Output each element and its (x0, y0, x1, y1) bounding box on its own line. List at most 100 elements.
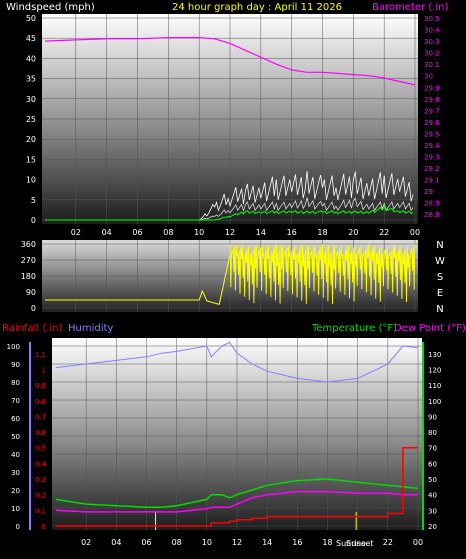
barometer-tick-label: 30.1 (424, 61, 440, 69)
barometer-tick-label: 30.4 (424, 27, 440, 35)
wind-tick-label: 45 (26, 34, 36, 43)
compass-label: N (436, 304, 443, 315)
time-tick-label: 14 (256, 228, 266, 237)
rain-tick-label: 0.6 (35, 429, 47, 437)
time-tick-label: 22 (383, 538, 393, 547)
barometer-tick-label: 29.4 (424, 142, 440, 150)
barometer-line (44, 37, 416, 86)
barometer-tick-label: 30.3 (424, 38, 440, 46)
barometer-tick-label: 30 (424, 73, 433, 81)
time-tick-label: 18 (322, 538, 332, 547)
temperature-tick-label: 40 (428, 492, 437, 500)
humidity-tick-label: 0 (16, 523, 20, 531)
humidity-tick-label: 80 (11, 379, 20, 387)
rainfall-line (56, 446, 418, 527)
humidity-tick-label: 60 (11, 415, 20, 423)
barometer-tick-label: 29.8 (424, 96, 440, 104)
compass-label: N (436, 240, 443, 251)
temperature-tick-label: 110 (428, 382, 441, 390)
barometer-tick-label: 29.9 (424, 84, 440, 92)
time-tick-label: 04 (111, 538, 121, 547)
humidity-tick-label: 20 (11, 487, 20, 495)
rainfall-axis-title: Rainfall (.in) (2, 323, 63, 334)
direction-tick-label: 90 (26, 288, 36, 297)
rain-tick-label: 0.3 (35, 476, 46, 484)
compass-label: S (437, 272, 443, 283)
humidity-tick-label: 30 (11, 469, 20, 477)
time-tick-label: 04 (102, 228, 112, 237)
humidity-axis-title: Humidity (68, 323, 113, 334)
temperature-tick-label: 130 (428, 351, 441, 359)
wind-tick-label: 50 (26, 14, 36, 23)
dewpoint-axis-title: Dew Point (°F) (394, 323, 466, 334)
barometer-tick-label: 29.5 (424, 130, 440, 138)
time-tick-label: 08 (172, 538, 182, 547)
barometer-tick-label: 29.3 (424, 154, 440, 162)
temperature-tick-label: 100 (428, 398, 441, 406)
time-tick-label: 22 (379, 228, 389, 237)
temperature-tick-label: 70 (428, 445, 437, 453)
humidity-line (55, 341, 419, 383)
rain-tick-label: 0.1 (35, 507, 46, 515)
wind-tick-label: 30 (26, 95, 36, 104)
wind-avg-line (45, 205, 414, 221)
time-tick-label: 00 (413, 538, 423, 547)
time-tick-label: 20 (348, 228, 358, 237)
barometer-tick-label: 30.2 (424, 50, 440, 58)
rain-tick-label: 0.2 (35, 492, 46, 500)
humidity-tick-label: 90 (11, 361, 20, 369)
barometer-tick-label: 28.9 (424, 200, 440, 208)
direction-line-variable (229, 243, 416, 305)
humidity-tick-label: 100 (7, 343, 20, 351)
time-tick-label: 02 (81, 538, 91, 547)
wind-barometer-panel: 0 5 10 15 20 25 30 35 40 45 50 28.8 28.9 29 29.1 29.2 2… (6, 2, 448, 237)
time-tick-label: 08 (163, 228, 173, 237)
humidity-tick-label: 70 (11, 397, 20, 405)
rain-tick-label: 0.7 (35, 413, 46, 421)
sunset-label: Sunset (346, 539, 373, 548)
time-tick-label: 00 (410, 228, 420, 237)
time-tick-label: 12 (232, 538, 242, 547)
time-tick-label: 10 (202, 538, 212, 547)
temperature-line (55, 478, 419, 508)
temperature-tick-label: 120 (428, 366, 441, 374)
time-tick-label: 06 (141, 538, 151, 547)
humidity-tick-label: 50 (11, 433, 20, 441)
direction-tick-label: 180 (21, 272, 36, 281)
time-tick-label: 16 (287, 228, 297, 237)
barometer-axis-title: Barometer (.in) (372, 2, 448, 13)
direction-line-calm (45, 254, 231, 306)
rain-tick-label: 0.4 (35, 460, 47, 468)
sunrise-label: Sunrise (336, 539, 366, 548)
wind-tick-label: 25 (26, 115, 36, 124)
wind-tick-label: 10 (26, 176, 36, 185)
barometer-tick-label: 29.7 (424, 107, 440, 115)
rain-tick-label: 1 (42, 366, 46, 374)
wind-tick-label: 35 (26, 75, 36, 84)
temperature-tick-label: 80 (428, 429, 437, 437)
barometer-tick-label: 30.5 (424, 15, 440, 23)
graph-title: 24 hour graph day : April 11 2026 (172, 2, 342, 13)
wind-tick-label: 15 (26, 155, 36, 164)
time-tick-label: 12 (225, 228, 235, 237)
barometer-tick-label: 29 (424, 188, 433, 196)
barometer-tick-label: 29.1 (424, 177, 440, 185)
rain-tick-label: 0.9 (35, 382, 46, 390)
time-tick-label: 14 (262, 538, 272, 547)
compass-label: E (437, 288, 443, 299)
rain-tick-label: 0 (42, 523, 46, 531)
rain-tick-label: 0.5 (35, 445, 46, 453)
rain-tick-label: 1.1 (35, 351, 46, 359)
humidity-tick-label: 40 (11, 451, 20, 459)
time-tick-label: 18 (317, 228, 327, 237)
time-tick-label: 16 (292, 538, 302, 547)
barometer-tick-label: 29.6 (424, 119, 440, 127)
windspeed-axis-title: Windspeed (mph) (6, 2, 95, 13)
rain-tick-label: 0.8 (35, 398, 46, 406)
wind-tick-label: 5 (31, 196, 36, 205)
direction-tick-label: 270 (21, 256, 36, 265)
direction-tick-label: 0 (31, 304, 36, 313)
temperature-tick-label: 30 (428, 507, 437, 515)
